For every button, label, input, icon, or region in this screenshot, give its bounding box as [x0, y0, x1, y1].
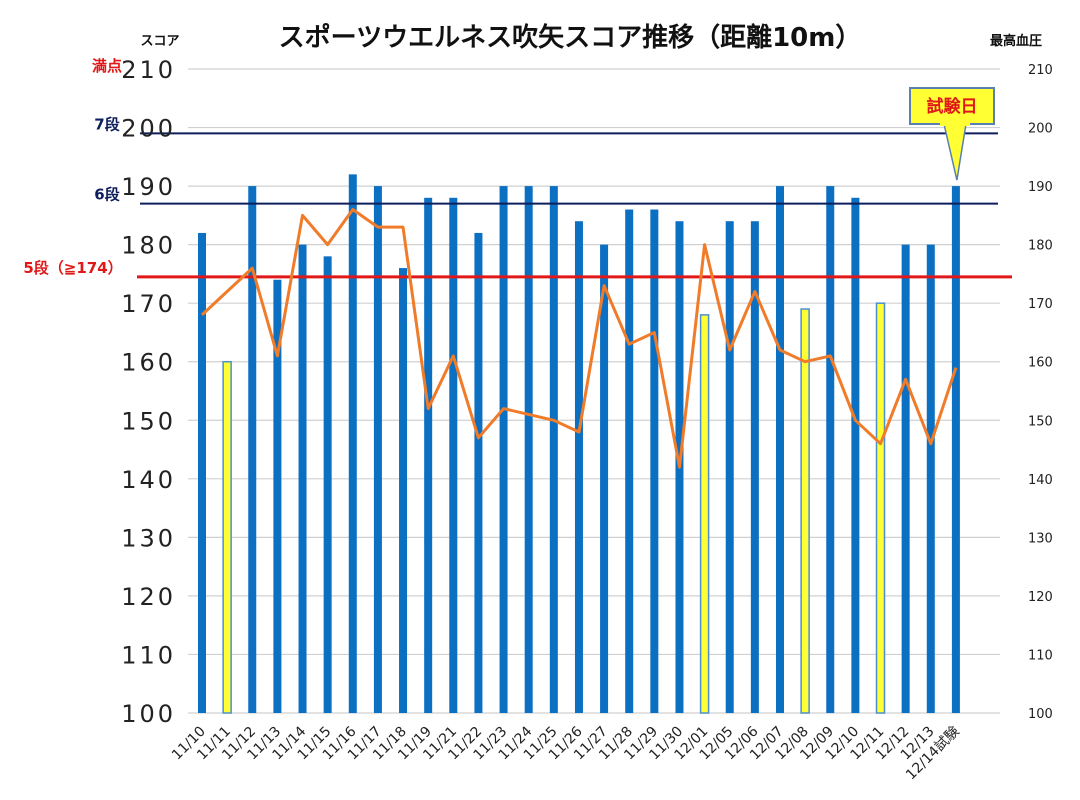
right-tick-label: 150	[1028, 414, 1053, 429]
score-bar	[348, 174, 357, 713]
score-bar	[198, 232, 206, 713]
bars-layer	[198, 174, 960, 714]
labels-layer: 100 100 110 110 120 120 130 130 140 140 150 150 160 1…	[23, 22, 1052, 783]
reference-label: 満点	[92, 57, 122, 75]
score-bar	[424, 197, 433, 714]
score-bar	[901, 244, 910, 714]
right-tick-label: 180	[1028, 239, 1053, 254]
right-tick-label: 100	[1028, 707, 1053, 722]
reference-label: 7段	[94, 115, 119, 133]
score-bar	[650, 209, 659, 713]
left-tick-label: 210	[121, 56, 176, 84]
score-bar	[851, 197, 860, 714]
score-bar	[449, 197, 458, 714]
score-bar	[273, 279, 282, 713]
right-tick-label: 200	[1028, 122, 1053, 137]
score-bar	[524, 186, 533, 713]
callout-joint	[940, 122, 970, 126]
score-bar	[574, 221, 583, 713]
right-tick-label: 110	[1028, 648, 1053, 663]
highlight-bar	[875, 302, 886, 714]
right-tick-label: 170	[1028, 297, 1053, 312]
right-axis-label: 最高血圧	[990, 33, 1042, 49]
left-tick-label: 170	[121, 290, 176, 318]
score-bar	[499, 186, 508, 713]
grid-layer	[188, 68, 1000, 714]
score-bar	[826, 186, 835, 713]
left-tick-label: 180	[121, 232, 176, 260]
chart-title: スポーツウエルネス吹矢スコア推移（距離10m）	[279, 22, 862, 53]
score-bar	[725, 221, 734, 713]
right-tick-label: 140	[1028, 473, 1053, 488]
right-tick-label: 210	[1028, 63, 1053, 78]
score-bar	[600, 244, 609, 714]
right-tick-label: 190	[1028, 180, 1053, 195]
left-tick-label: 110	[121, 641, 176, 669]
score-bar	[775, 186, 784, 713]
reference-label: 5段（≧174）	[23, 259, 122, 277]
callout-pointer	[943, 123, 967, 181]
left-tick-label: 120	[121, 583, 176, 611]
score-bar	[248, 186, 257, 713]
blood-pressure-line	[200, 208, 958, 469]
left-tick-label: 130	[121, 524, 176, 552]
score-bar	[373, 186, 382, 713]
blood-pressure-line-layer	[200, 208, 958, 469]
left-tick-label: 150	[121, 407, 176, 435]
right-tick-label: 120	[1028, 590, 1053, 605]
highlight-bar	[699, 314, 710, 714]
reference-lines-layer	[137, 132, 1012, 279]
callout-layer: 試験日	[909, 87, 995, 181]
left-tick-label: 100	[121, 700, 176, 728]
score-bar	[323, 256, 332, 713]
highlight-bar	[800, 308, 810, 714]
left-tick-label: 160	[121, 349, 176, 377]
score-bar	[474, 232, 483, 713]
score-bar	[298, 244, 307, 714]
score-bar	[625, 209, 634, 713]
score-bar	[926, 244, 935, 714]
score-bar	[750, 221, 759, 713]
highlight-bar	[222, 360, 232, 714]
score-bar	[549, 186, 558, 713]
left-tick-label: 200	[121, 115, 176, 143]
left-tick-label: 190	[121, 173, 176, 201]
left-axis-label: スコア	[140, 34, 179, 49]
reference-label: 6段	[94, 186, 119, 204]
score-bar	[951, 186, 960, 713]
right-tick-label: 160	[1028, 356, 1053, 371]
callout-text: 試験日	[927, 96, 978, 117]
left-tick-label: 140	[121, 466, 176, 494]
right-tick-label: 130	[1028, 531, 1053, 546]
score-bar	[399, 268, 408, 713]
callout-box	[909, 87, 995, 125]
